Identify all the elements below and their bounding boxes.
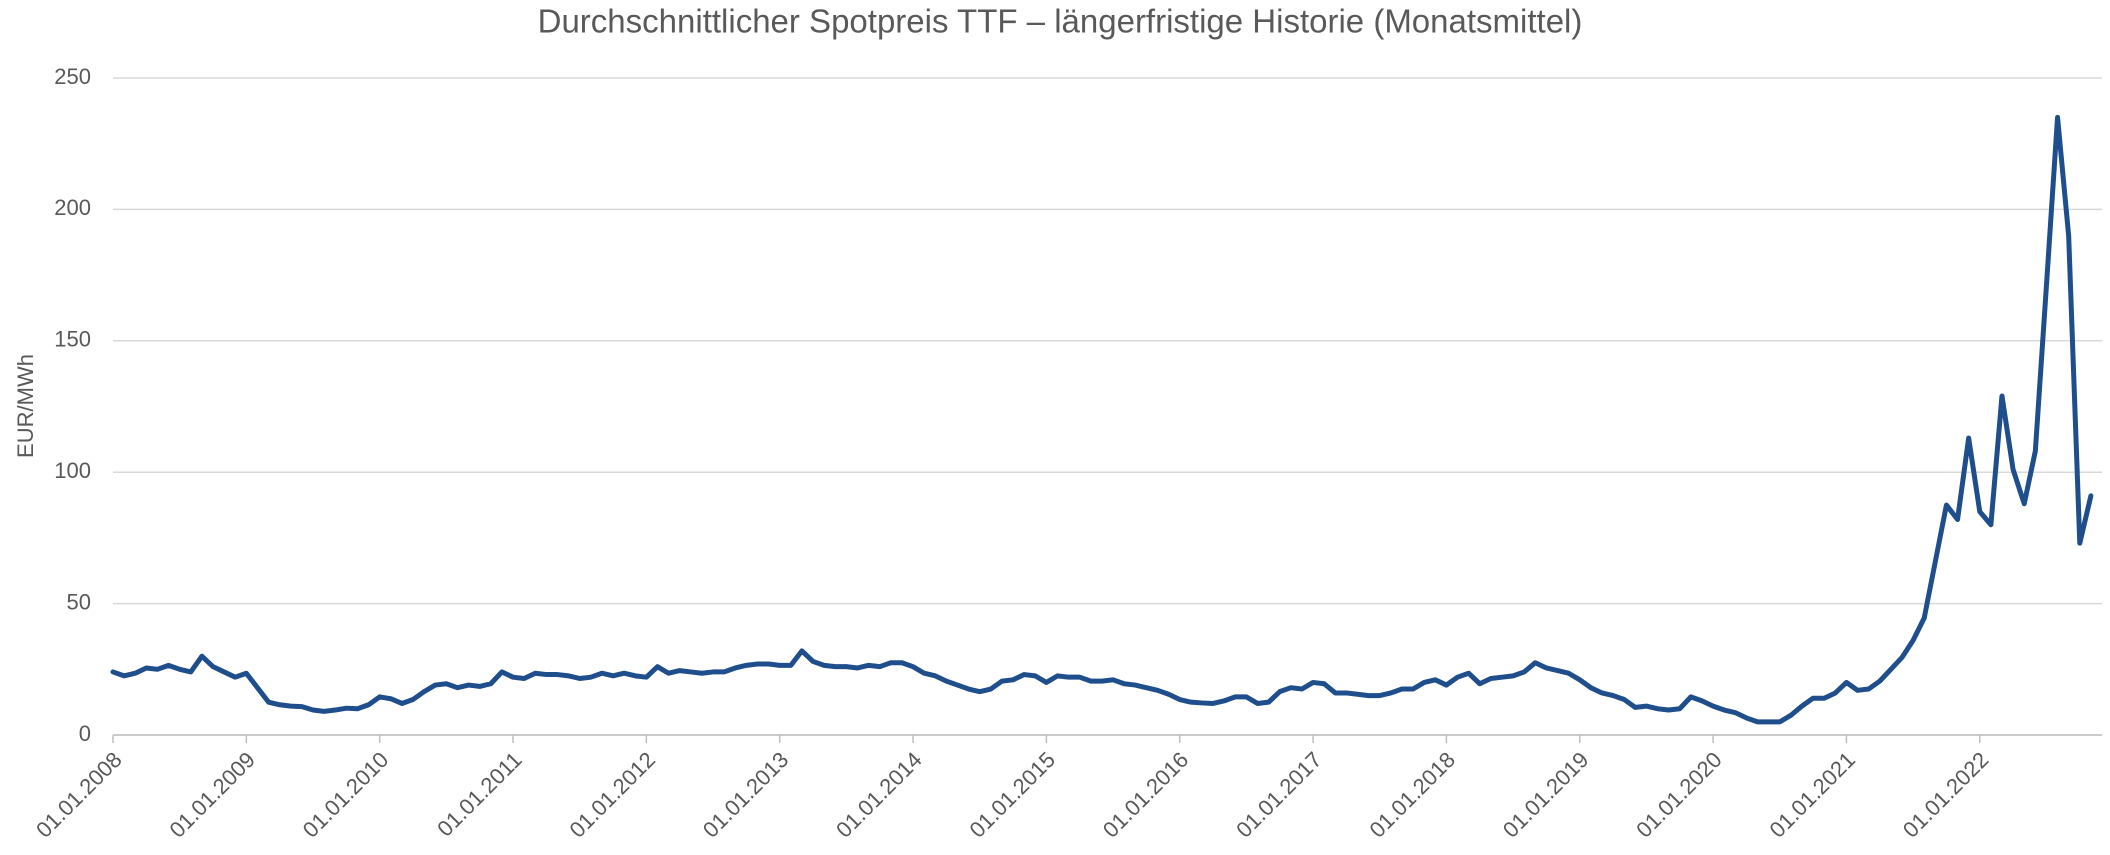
x-tick-label: 01.01.2022 bbox=[1898, 747, 1994, 843]
x-tick-label: 01.01.2008 bbox=[31, 747, 127, 843]
x-tick-label: 01.01.2010 bbox=[298, 747, 394, 843]
y-tick-label: 0 bbox=[79, 721, 91, 746]
y-axis-label: EUR/MWh bbox=[13, 354, 38, 458]
y-tick-label: 150 bbox=[54, 327, 91, 352]
x-tick-label: 01.01.2017 bbox=[1231, 747, 1327, 843]
x-tick-label: 01.01.2020 bbox=[1631, 747, 1727, 843]
x-tick-label: 01.01.2015 bbox=[964, 747, 1060, 843]
x-tick-label: 01.01.2019 bbox=[1498, 747, 1594, 843]
y-tick-label: 250 bbox=[54, 64, 91, 89]
x-tick-label: 01.01.2014 bbox=[831, 747, 927, 843]
y-tick-label: 200 bbox=[54, 195, 91, 220]
line-series bbox=[110, 114, 2094, 725]
y-tick-label: 50 bbox=[67, 589, 91, 614]
chart-title: Durchschnittlicher Spotpreis TTF – länge… bbox=[538, 3, 1583, 40]
x-tick-label: 01.01.2016 bbox=[1098, 747, 1194, 843]
x-tick-label: 01.01.2013 bbox=[698, 747, 794, 843]
x-tick-label: 01.01.2012 bbox=[564, 747, 660, 843]
x-tick-label: 01.01.2011 bbox=[432, 747, 526, 841]
y-tick-label: 100 bbox=[54, 458, 91, 483]
x-tick-label: 01.01.2021 bbox=[1765, 747, 1861, 843]
x-tick-label: 01.01.2018 bbox=[1365, 747, 1461, 843]
x-tick-label: 01.01.2009 bbox=[164, 747, 260, 843]
